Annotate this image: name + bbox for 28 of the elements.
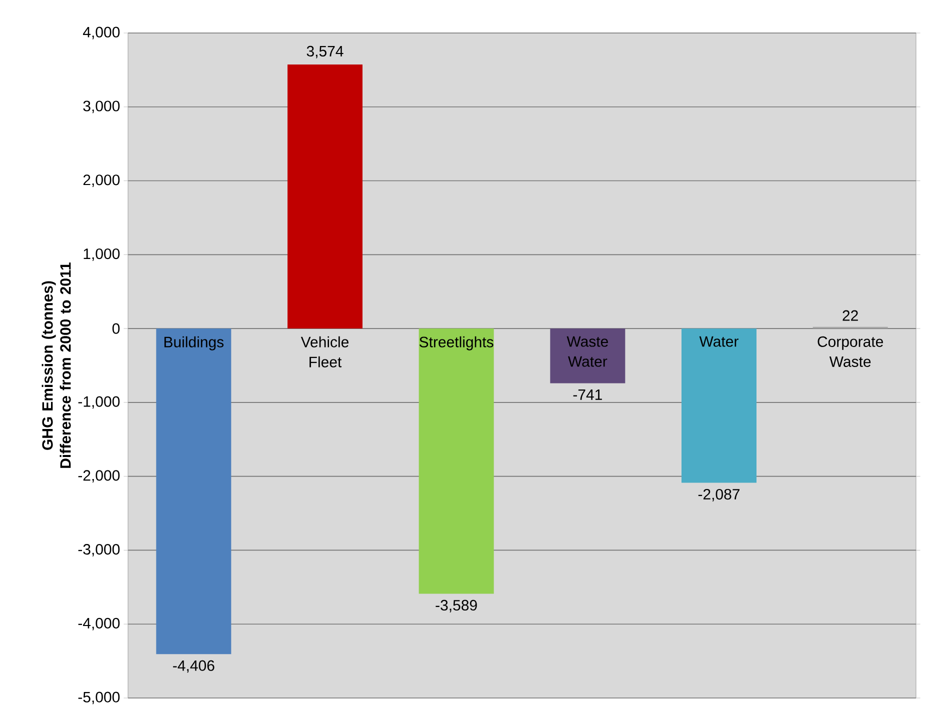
y-tick-label: -1,000	[78, 396, 120, 409]
y-tick-label: -3,000	[78, 544, 120, 556]
bar	[156, 328, 232, 654]
x-tick-label: Buildings	[164, 336, 224, 350]
bar	[550, 328, 626, 384]
data-label: 3,574	[306, 46, 344, 58]
y-axis-title: GHG Emission (tonnes) Difference from 2000 to 2011	[42, 262, 71, 468]
x-tick-label: Corporate Waste	[818, 336, 883, 367]
x-tick-label: Waste Water	[566, 336, 608, 367]
y-tick-label: 2,000	[83, 174, 120, 187]
x-tick-label: Water	[699, 336, 738, 347]
bar	[288, 64, 363, 329]
bar	[418, 328, 494, 594]
y-tick-label: -5,000	[78, 692, 120, 704]
y-tick-label: 0	[112, 323, 120, 334]
y-tick-label: -4,000	[78, 618, 120, 630]
y-tick-label: 4,000	[83, 26, 120, 40]
x-tick-label: Vehicle Fleet	[300, 336, 349, 368]
y-tick-label: -2,000	[78, 470, 120, 483]
bar	[681, 328, 756, 483]
data-label: -4,406	[173, 660, 214, 673]
y-tick-label: 1,000	[84, 248, 120, 261]
y-tick-label: 3,000	[83, 100, 120, 114]
data-label: -3,589	[436, 600, 477, 612]
data-label: -2,087	[698, 488, 740, 502]
data-label: 22	[842, 310, 858, 321]
x-tick-label: Streetlights	[419, 336, 494, 350]
data-label: -741	[573, 390, 602, 400]
